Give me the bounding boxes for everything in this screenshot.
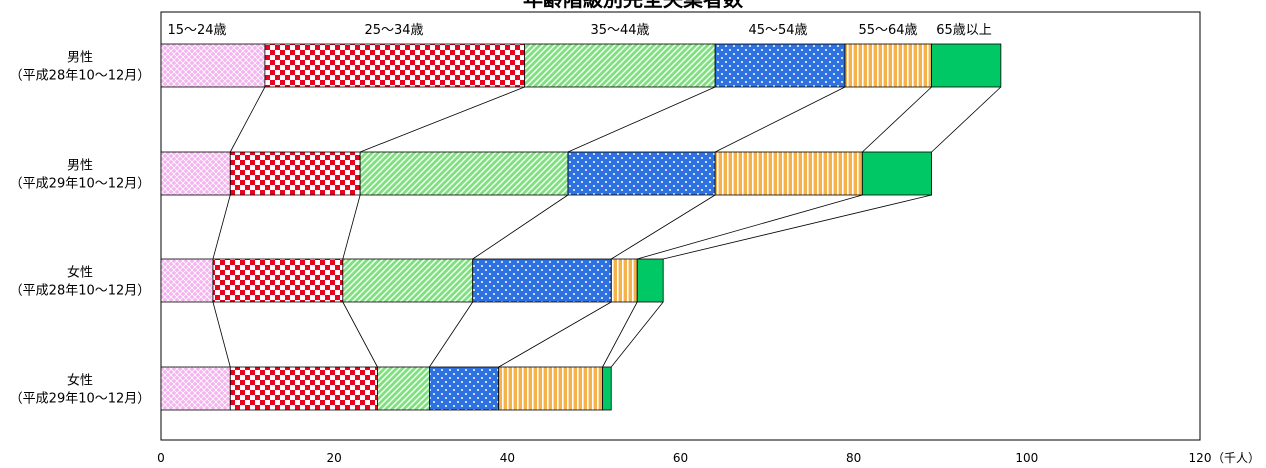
x-tick-label: 120 xyxy=(1189,451,1212,465)
bar-segment xyxy=(160,366,231,411)
category-sublabel: （平成29年10～12月） xyxy=(10,392,151,407)
bar-segment xyxy=(524,43,716,88)
bars xyxy=(160,43,1002,411)
series-label: 35～44歳 xyxy=(590,23,649,38)
x-tick-label: 0 xyxy=(157,451,165,465)
connector-line xyxy=(498,301,612,368)
bar-segment xyxy=(844,43,932,88)
bar-segment xyxy=(714,43,846,88)
connector-line xyxy=(602,301,638,368)
category-labels: 男性 （平成28年10～12月） 男性 （平成29年10～12月） 女性 （平成28年10… xyxy=(10,51,151,407)
category-sublabel: （平成29年10～12月） xyxy=(10,177,151,192)
bar-segment xyxy=(160,43,266,88)
bar-segment xyxy=(229,366,378,411)
category-label: 女性 xyxy=(67,265,93,281)
x-tick-label: 100 xyxy=(1015,451,1038,465)
connector-line xyxy=(212,301,231,368)
x-axis-unit: （千人） xyxy=(1212,451,1260,465)
connector-line xyxy=(229,86,266,153)
connector-line xyxy=(663,194,932,260)
connector-line xyxy=(212,194,231,260)
connector-line xyxy=(611,194,716,260)
connector-line xyxy=(931,86,1002,153)
category-label: 女性 xyxy=(67,373,93,389)
bar-segment xyxy=(359,151,569,196)
chart-title: 年齢階級別完全失業者数 xyxy=(523,0,744,11)
connector-line xyxy=(429,301,474,368)
x-tick-label: 20 xyxy=(327,451,342,465)
series-label: 55～64歳 xyxy=(858,23,917,38)
connector-line xyxy=(714,86,846,153)
connector-line xyxy=(342,301,378,368)
connector-line xyxy=(359,86,525,153)
bar-segment xyxy=(160,258,214,303)
bar-segment xyxy=(160,151,231,196)
bar-segment xyxy=(602,366,612,411)
series-label: 15～24歳 xyxy=(167,23,226,38)
connector-line xyxy=(472,194,569,260)
bar-segment xyxy=(931,43,1002,88)
connector-line xyxy=(610,301,664,368)
category-sublabel: （平成28年10～12月） xyxy=(10,284,151,299)
x-tick-label: 60 xyxy=(673,451,688,465)
category-sublabel: （平成28年10～12月） xyxy=(10,69,151,84)
bar-segment xyxy=(498,366,603,411)
category-label: 男性 xyxy=(67,159,93,174)
bar-segment xyxy=(472,258,612,303)
series-label: 25～34歳 xyxy=(364,23,423,38)
bar-segment xyxy=(861,151,932,196)
bar-segment xyxy=(212,258,344,303)
x-tick-label: 80 xyxy=(846,451,861,465)
bar-segment xyxy=(429,366,500,411)
connector-lines xyxy=(212,86,1002,368)
x-tick-label: 40 xyxy=(500,451,515,465)
bar-segment xyxy=(377,366,430,411)
bar-segment xyxy=(342,258,474,303)
bar-segment xyxy=(714,151,863,196)
bar-segment xyxy=(264,43,526,88)
plot-frame xyxy=(160,11,1201,441)
segment-labels: 15～24歳 25～34歳 35～44歳 45～54歳 55～64歳 65歳以上 xyxy=(167,23,991,38)
connector-line xyxy=(862,86,932,153)
connector-line xyxy=(637,194,863,260)
series-label: 45～54歳 xyxy=(748,23,807,38)
bar-segment xyxy=(229,151,361,196)
bar-segment xyxy=(610,258,638,303)
x-axis-ticks: 0 20 40 60 80 100 120 xyxy=(157,451,1211,465)
series-label: 65歳以上 xyxy=(936,23,992,38)
connector-line xyxy=(342,194,361,260)
bar-segment xyxy=(636,258,664,303)
category-label: 男性 xyxy=(67,51,93,66)
connector-line xyxy=(567,86,716,153)
bar-segment xyxy=(567,151,716,196)
